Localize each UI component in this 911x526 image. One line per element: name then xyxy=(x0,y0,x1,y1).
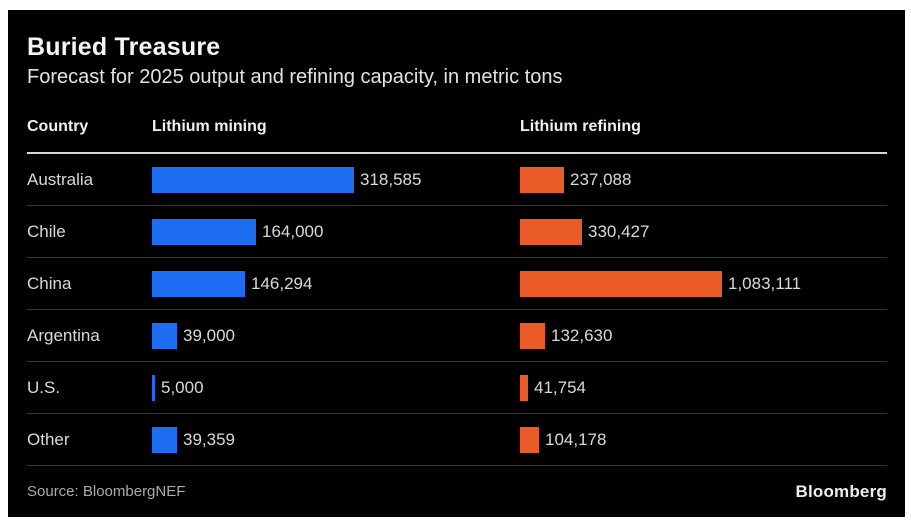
bar-value-label: 330,427 xyxy=(588,221,650,241)
bar-cell: 146,294 xyxy=(152,258,520,309)
bar-cell: 5,000 xyxy=(152,362,520,413)
chart-subtitle: Forecast for 2025 output and refining ca… xyxy=(27,66,563,88)
bar-value-label: 132,630 xyxy=(551,325,613,345)
column-header-lithium-refining: Lithium refining xyxy=(520,118,641,135)
refining-bar xyxy=(520,270,722,297)
mining-bar xyxy=(152,426,177,453)
table-row: U.S. 5,000 41,754 xyxy=(27,362,887,414)
country-label: Other xyxy=(27,429,70,449)
country-label: China xyxy=(27,273,72,293)
bar-value-label: 237,088 xyxy=(570,169,632,189)
column-header-lithium-mining: Lithium mining xyxy=(152,118,267,135)
bar-value-label: 41,754 xyxy=(534,377,586,397)
table-row: Argentina 39,000 132,630 xyxy=(27,310,887,362)
mining-bar xyxy=(152,218,256,245)
mining-bar xyxy=(152,322,177,349)
bar-cell: 330,427 xyxy=(520,206,887,257)
bar-cell: 39,359 xyxy=(152,414,520,465)
refining-bar xyxy=(520,374,528,401)
mining-bar xyxy=(152,270,245,297)
bar-cell: 39,000 xyxy=(152,310,520,361)
bloomberg-logo: Bloomberg xyxy=(795,481,887,501)
bar-value-label: 39,359 xyxy=(183,429,235,449)
mining-bar xyxy=(152,374,155,401)
source-label: Source: BloombergNEF xyxy=(27,483,186,500)
bar-cell: 41,754 xyxy=(520,362,887,413)
bar-value-label: 39,000 xyxy=(183,325,235,345)
mining-bar xyxy=(152,166,354,193)
footer: Source: BloombergNEF Bloomberg xyxy=(27,466,887,517)
column-header-country: Country xyxy=(27,118,89,135)
refining-bar xyxy=(520,218,582,245)
table-row: China 146,294 1,083,111 xyxy=(27,258,887,310)
bar-value-label: 5,000 xyxy=(161,377,204,397)
refining-bar xyxy=(520,166,564,193)
bar-cell: 104,178 xyxy=(520,414,887,465)
country-label: U.S. xyxy=(27,377,61,397)
country-label: Australia xyxy=(27,169,94,189)
chart-title: Buried Treasure xyxy=(27,33,221,61)
refining-bar xyxy=(520,426,539,453)
table-row: Other 39,359 104,178 xyxy=(27,414,887,466)
bar-value-label: 1,083,111 xyxy=(728,273,802,293)
bar-cell: 318,585 xyxy=(152,154,520,205)
bar-cell: 1,083,111 xyxy=(520,258,887,309)
bar-value-label: 318,585 xyxy=(360,169,422,189)
column-header-row: Country Lithium mining Lithium refining xyxy=(27,118,887,152)
country-label: Argentina xyxy=(27,325,100,345)
bar-cell: 132,630 xyxy=(520,310,887,361)
rows: Australia 318,585 237,088 Chile 164,000 330,4… xyxy=(27,154,887,466)
bar-value-label: 164,000 xyxy=(262,221,324,241)
bar-value-label: 146,294 xyxy=(251,273,313,293)
chart-card: Buried Treasure Forecast for 2025 output… xyxy=(8,10,905,517)
header-divider xyxy=(27,152,887,154)
bar-cell: 164,000 xyxy=(152,206,520,257)
table-row: Chile 164,000 330,427 xyxy=(27,206,887,258)
bar-value-label: 104,178 xyxy=(545,429,607,449)
table-row: Australia 318,585 237,088 xyxy=(27,154,887,206)
refining-bar xyxy=(520,322,545,349)
country-label: Chile xyxy=(27,221,66,241)
bar-cell: 237,088 xyxy=(520,154,887,205)
